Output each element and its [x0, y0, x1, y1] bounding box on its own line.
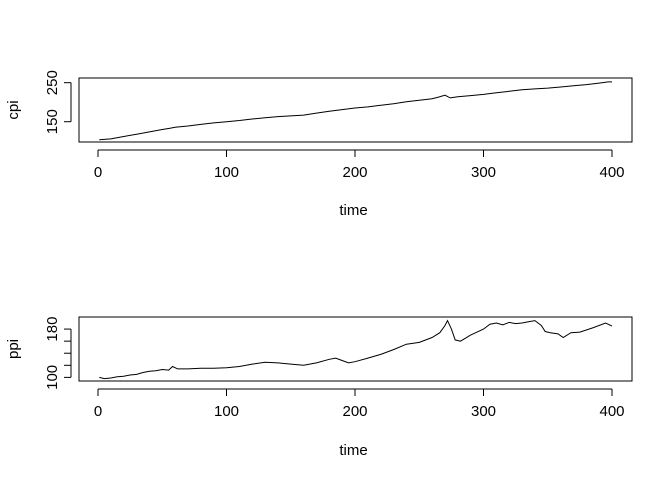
cpi-x-axis-label: time: [339, 202, 367, 219]
ppi-y-tick-label: 100: [44, 365, 61, 390]
cpi-x-tick-label: 0: [94, 164, 102, 181]
cpi-x-tick-label: 400: [599, 164, 624, 181]
cpi-x-tick-label: 100: [214, 164, 239, 181]
cpi-plot-frame: [78, 77, 633, 143]
cpi-x-tick-label: 300: [471, 164, 496, 181]
ppi-x-tick-label: 300: [471, 403, 496, 420]
cpi-panel: 0 100 200 300 400 time 150 250 cpi: [5, 70, 633, 219]
cpi-x-tick-label: 200: [342, 164, 367, 181]
ppi-plot-frame: [78, 316, 633, 382]
ppi-x-tick-label: 200: [342, 403, 367, 420]
ppi-x-tick-label: 100: [214, 403, 239, 420]
cpi-series-line: [99, 81, 612, 141]
ppi-y-axis-label: ppi: [5, 339, 22, 359]
ppi-panel: 0 100 200 300 400 time 100 180 ppi: [5, 316, 633, 459]
ppi-series-line: [99, 319, 613, 380]
ppi-x-tick-label: 400: [599, 403, 624, 420]
cpi-y-axis-label: cpi: [5, 100, 22, 119]
cpi-y-tick-label: 150: [44, 109, 61, 134]
ppi-y-tick-label: 180: [44, 317, 61, 342]
ppi-x-axis-label: time: [339, 442, 367, 459]
ppi-x-tick-label: 0: [94, 403, 102, 420]
cpi-y-tick-label: 250: [44, 70, 61, 95]
